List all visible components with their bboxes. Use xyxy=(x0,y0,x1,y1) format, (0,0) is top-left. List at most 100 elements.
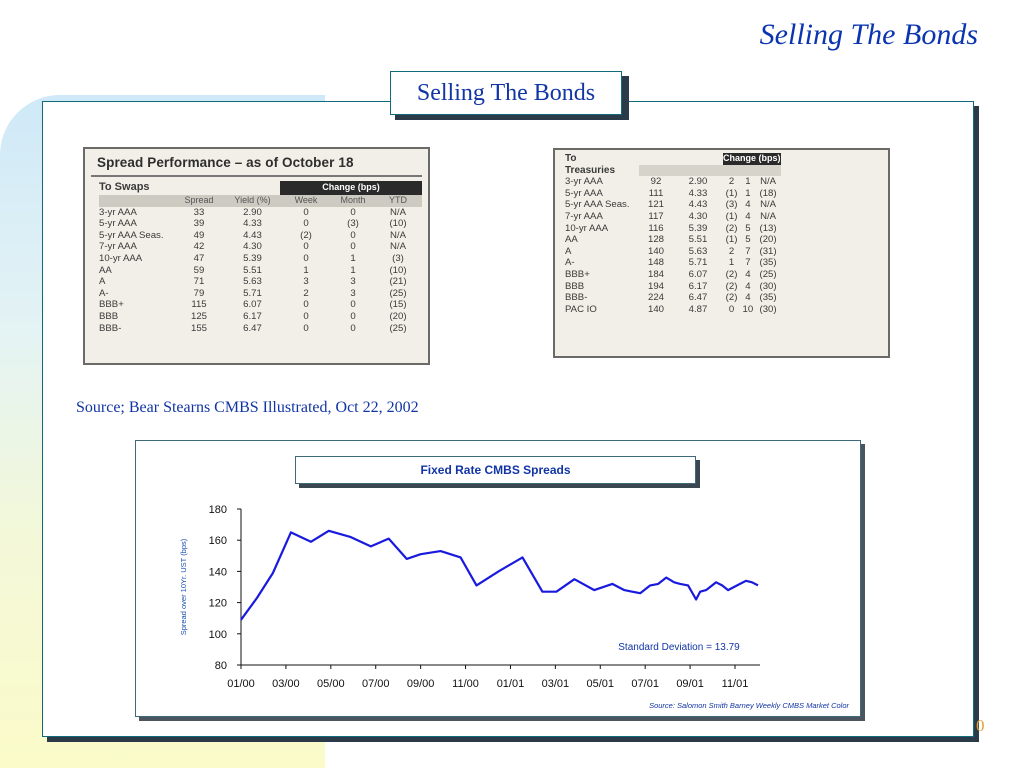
swaps-cell: 0 xyxy=(303,206,309,218)
swaps-col-spread: Spread xyxy=(173,195,225,207)
swaps-row-label: A xyxy=(99,276,106,288)
treasuries-cell: 117 xyxy=(648,210,664,222)
x-axis-ticks: 01/00 03/00 05/00 07/00 09/00 11/00 01/01 03/01… xyxy=(227,665,748,690)
treasuries-cell: 2 xyxy=(728,245,735,257)
y-axis-ticks: 80 100 120 140 160 180 xyxy=(209,504,241,672)
swaps-row-label: BBB+ xyxy=(99,299,124,311)
x-tick-label: 09/00 xyxy=(407,678,435,690)
swaps-cell: 0 xyxy=(303,252,309,264)
treasuries-row-label: PAC IO xyxy=(565,303,597,315)
treasuries-row-label: 5-yr AAA Seas. xyxy=(565,199,630,211)
treasuries-row-label: A- xyxy=(565,257,575,269)
treasuries-row: BBB- 224 6.47 (2) 4 (35) xyxy=(565,292,781,304)
swaps-cell: 5.39 xyxy=(243,252,262,264)
y-axis-label: Spread over 10Yr. UST (bps) xyxy=(179,538,188,635)
page-number: 0 xyxy=(976,716,985,735)
swaps-cell: 0 xyxy=(350,241,356,253)
swaps-cell: 5.63 xyxy=(243,276,262,288)
x-tick-label: 05/01 xyxy=(587,678,615,690)
treasuries-cell: 5.71 xyxy=(688,257,708,269)
swaps-cell: 4.30 xyxy=(243,241,262,253)
treasuries-cell: 2.90 xyxy=(688,176,708,188)
treasuries-cell: 140 xyxy=(647,303,664,315)
treasuries-row: 5-yr AAA 111 4.33 (1) 1 (18) xyxy=(565,188,781,200)
treasuries-cell: (2) xyxy=(725,280,738,292)
chart-title: Fixed Rate CMBS Spreads xyxy=(295,456,696,484)
treasuries-cell: 6.17 xyxy=(688,280,708,292)
swaps-cell: 42 xyxy=(193,241,205,253)
swaps-cell: (2) xyxy=(300,229,312,241)
swaps-cell: (10) xyxy=(389,264,407,276)
treasuries-cell: 4.87 xyxy=(688,303,708,315)
y-tick-label: 80 xyxy=(215,660,227,672)
x-tick-label: 01/01 xyxy=(497,678,525,690)
swaps-col-month: Month xyxy=(332,195,374,207)
swaps-cell: (10) xyxy=(389,218,407,230)
treasuries-spread-table: To Change (bps) Treasuries 3-yr AAA 92 2.9… xyxy=(553,148,890,358)
y-tick-label: 180 xyxy=(209,504,227,516)
treasuries-cell: N/A xyxy=(760,199,777,211)
swaps-cell: 5.51 xyxy=(243,264,262,276)
swaps-cell: 2 xyxy=(303,287,309,299)
treasuries-row: A 140 5.63 2 7 (31) xyxy=(565,246,781,258)
swaps-row-label: 10-yr AAA xyxy=(99,252,143,264)
y-tick-label: 160 xyxy=(209,535,227,547)
swaps-col-week: Week xyxy=(280,195,332,207)
y-tick-label: 100 xyxy=(209,629,227,641)
table-divider xyxy=(91,175,422,177)
treasuries-cell: 4.33 xyxy=(688,187,708,199)
swaps-cell: 39 xyxy=(193,218,205,230)
swaps-cell: 0 xyxy=(350,206,356,218)
swaps-cell: 155 xyxy=(190,322,207,334)
x-tick-label: 07/01 xyxy=(631,678,659,690)
content-title-box: Selling The Bonds xyxy=(390,71,622,115)
cmbs-spread-chart: 80 100 120 140 160 180 01/00 03/00 05/00 07/00 09… xyxy=(179,504,849,710)
treasuries-cell: (2) xyxy=(725,222,738,234)
treasuries-cell: 4.30 xyxy=(688,210,708,222)
swaps-row-label: 7-yr AAA xyxy=(99,241,137,253)
treasuries-cell: (35) xyxy=(759,292,777,304)
treasuries-row-label: 7-yr AAA xyxy=(565,210,603,222)
swaps-cell: 0 xyxy=(350,229,356,241)
swaps-cell: 79 xyxy=(193,287,205,299)
y-tick-label: 120 xyxy=(209,598,227,610)
treasuries-cell: 128 xyxy=(647,234,664,246)
swaps-cell: 0 xyxy=(350,299,356,311)
swaps-cell: 47 xyxy=(193,252,205,264)
swaps-cell: 0 xyxy=(303,299,309,311)
treasuries-cell: 140 xyxy=(647,245,664,257)
treasuries-cell: 4 xyxy=(745,199,751,211)
swaps-cell: 1 xyxy=(350,252,356,264)
swaps-row: A- 79 5.71 2 3 (25) xyxy=(99,288,422,300)
swaps-col-ytd: YTD xyxy=(374,195,422,207)
spread-series-line xyxy=(240,529,759,621)
swaps-table-title: Spread Performance – as of October 18 xyxy=(97,155,354,170)
treasuries-row: 10-yr AAA 116 5.39 (2) 5 (13) xyxy=(565,223,781,235)
treasuries-row: 3-yr AAA 92 2.90 2 1 N/A xyxy=(565,176,781,188)
treasuries-table-grid: To Change (bps) Treasuries 3-yr AAA 92 2.9… xyxy=(565,153,781,315)
treasuries-cell: (30) xyxy=(759,303,777,315)
treasuries-cell: 1 xyxy=(745,176,751,188)
x-tick-label: 11/01 xyxy=(722,678,749,690)
swaps-cell: 0 xyxy=(303,322,309,334)
treasuries-cell: 116 xyxy=(648,222,664,234)
treasuries-row-label: BBB+ xyxy=(565,268,590,280)
swaps-spread-table: Spread Performance – as of October 18 To… xyxy=(83,147,430,365)
x-tick-label: 07/00 xyxy=(362,678,390,690)
swaps-cell: 125 xyxy=(190,310,207,322)
swaps-cell: 4.43 xyxy=(243,229,262,241)
treasuries-cell: 184 xyxy=(647,268,664,280)
swaps-column-header-row: Spread Yield (%) Week Month YTD xyxy=(99,195,422,207)
swaps-row: A 71 5.63 3 3 (21) xyxy=(99,276,422,288)
swaps-row-label: 5-yr AAA Seas. xyxy=(99,229,164,241)
treasuries-cell: (1) xyxy=(725,187,738,199)
swaps-row-label: BBB- xyxy=(99,322,122,334)
treasuries-cell: (25) xyxy=(759,268,777,280)
swaps-cell: (25) xyxy=(389,287,407,299)
x-tick-label: 09/01 xyxy=(676,678,704,690)
treasuries-cell: 4 xyxy=(745,280,751,292)
treasuries-row: 5-yr AAA Seas. 121 4.43 (3) 4 N/A xyxy=(565,199,781,211)
treasuries-cell: 0 xyxy=(728,303,735,315)
treasuries-cell: 148 xyxy=(647,257,664,269)
treasuries-cell: 10 xyxy=(742,303,754,315)
